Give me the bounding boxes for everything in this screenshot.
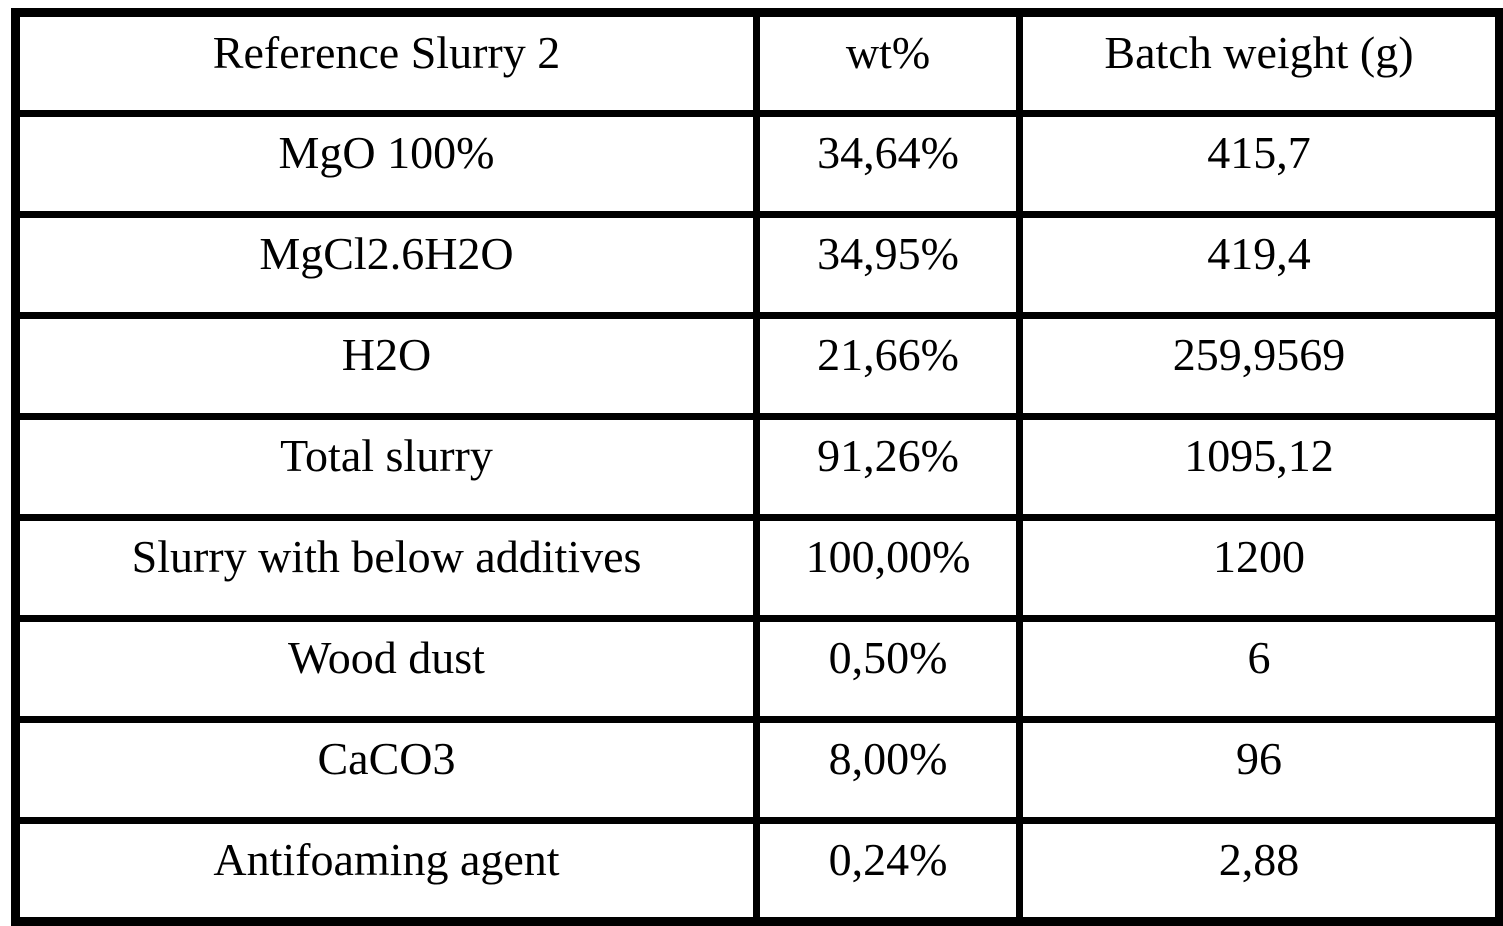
table-row: Wood dust 0,50% 6 (12, 615, 1503, 723)
table-cell: 1200 (1016, 514, 1503, 622)
table-cell: Total slurry (12, 413, 760, 521)
table-cell: 419,4 (1016, 211, 1503, 319)
table-cell: MgO 100% (12, 110, 760, 218)
table-row: H2O 21,66% 259,9569 (12, 312, 1503, 420)
table-cell: 415,7 (1016, 110, 1503, 218)
header-cell-reference-slurry: Reference Slurry 2 (12, 9, 760, 117)
slurry-composition-table: Reference Slurry 2 wt% Batch weight (g) … (11, 8, 1503, 926)
table-cell: 1095,12 (1016, 413, 1503, 521)
table-cell: MgCl2.6H2O (12, 211, 760, 319)
table-cell: 8,00% (753, 716, 1023, 824)
table-row: CaCO3 8,00% 96 (12, 716, 1503, 824)
table-row: Antifoaming agent 0,24% 2,88 (12, 817, 1503, 925)
table-cell: 34,64% (753, 110, 1023, 218)
table-cell: CaCO3 (12, 716, 760, 824)
table-cell: 259,9569 (1016, 312, 1503, 420)
table-cell: 21,66% (753, 312, 1023, 420)
table-cell: 96 (1016, 716, 1503, 824)
table-cell: Slurry with below additives (12, 514, 760, 622)
table-cell: 0,24% (753, 817, 1023, 925)
table-cell: 91,26% (753, 413, 1023, 521)
table-row: MgO 100% 34,64% 415,7 (12, 110, 1503, 218)
table-cell: 6 (1016, 615, 1503, 723)
table-row: Total slurry 91,26% 1095,12 (12, 413, 1503, 521)
table-row: Slurry with below additives 100,00% 1200 (12, 514, 1503, 622)
table-row: MgCl2.6H2O 34,95% 419,4 (12, 211, 1503, 319)
table-cell: 0,50% (753, 615, 1023, 723)
header-row: Reference Slurry 2 wt% Batch weight (g) (12, 9, 1503, 117)
table-cell: H2O (12, 312, 760, 420)
table-cell: 34,95% (753, 211, 1023, 319)
table-cell: Wood dust (12, 615, 760, 723)
table-cell: Antifoaming agent (12, 817, 760, 925)
table-cell: 2,88 (1016, 817, 1503, 925)
header-cell-wt-percent: wt% (753, 9, 1023, 117)
header-cell-batch-weight: Batch weight (g) (1016, 9, 1503, 117)
table-cell: 100,00% (753, 514, 1023, 622)
